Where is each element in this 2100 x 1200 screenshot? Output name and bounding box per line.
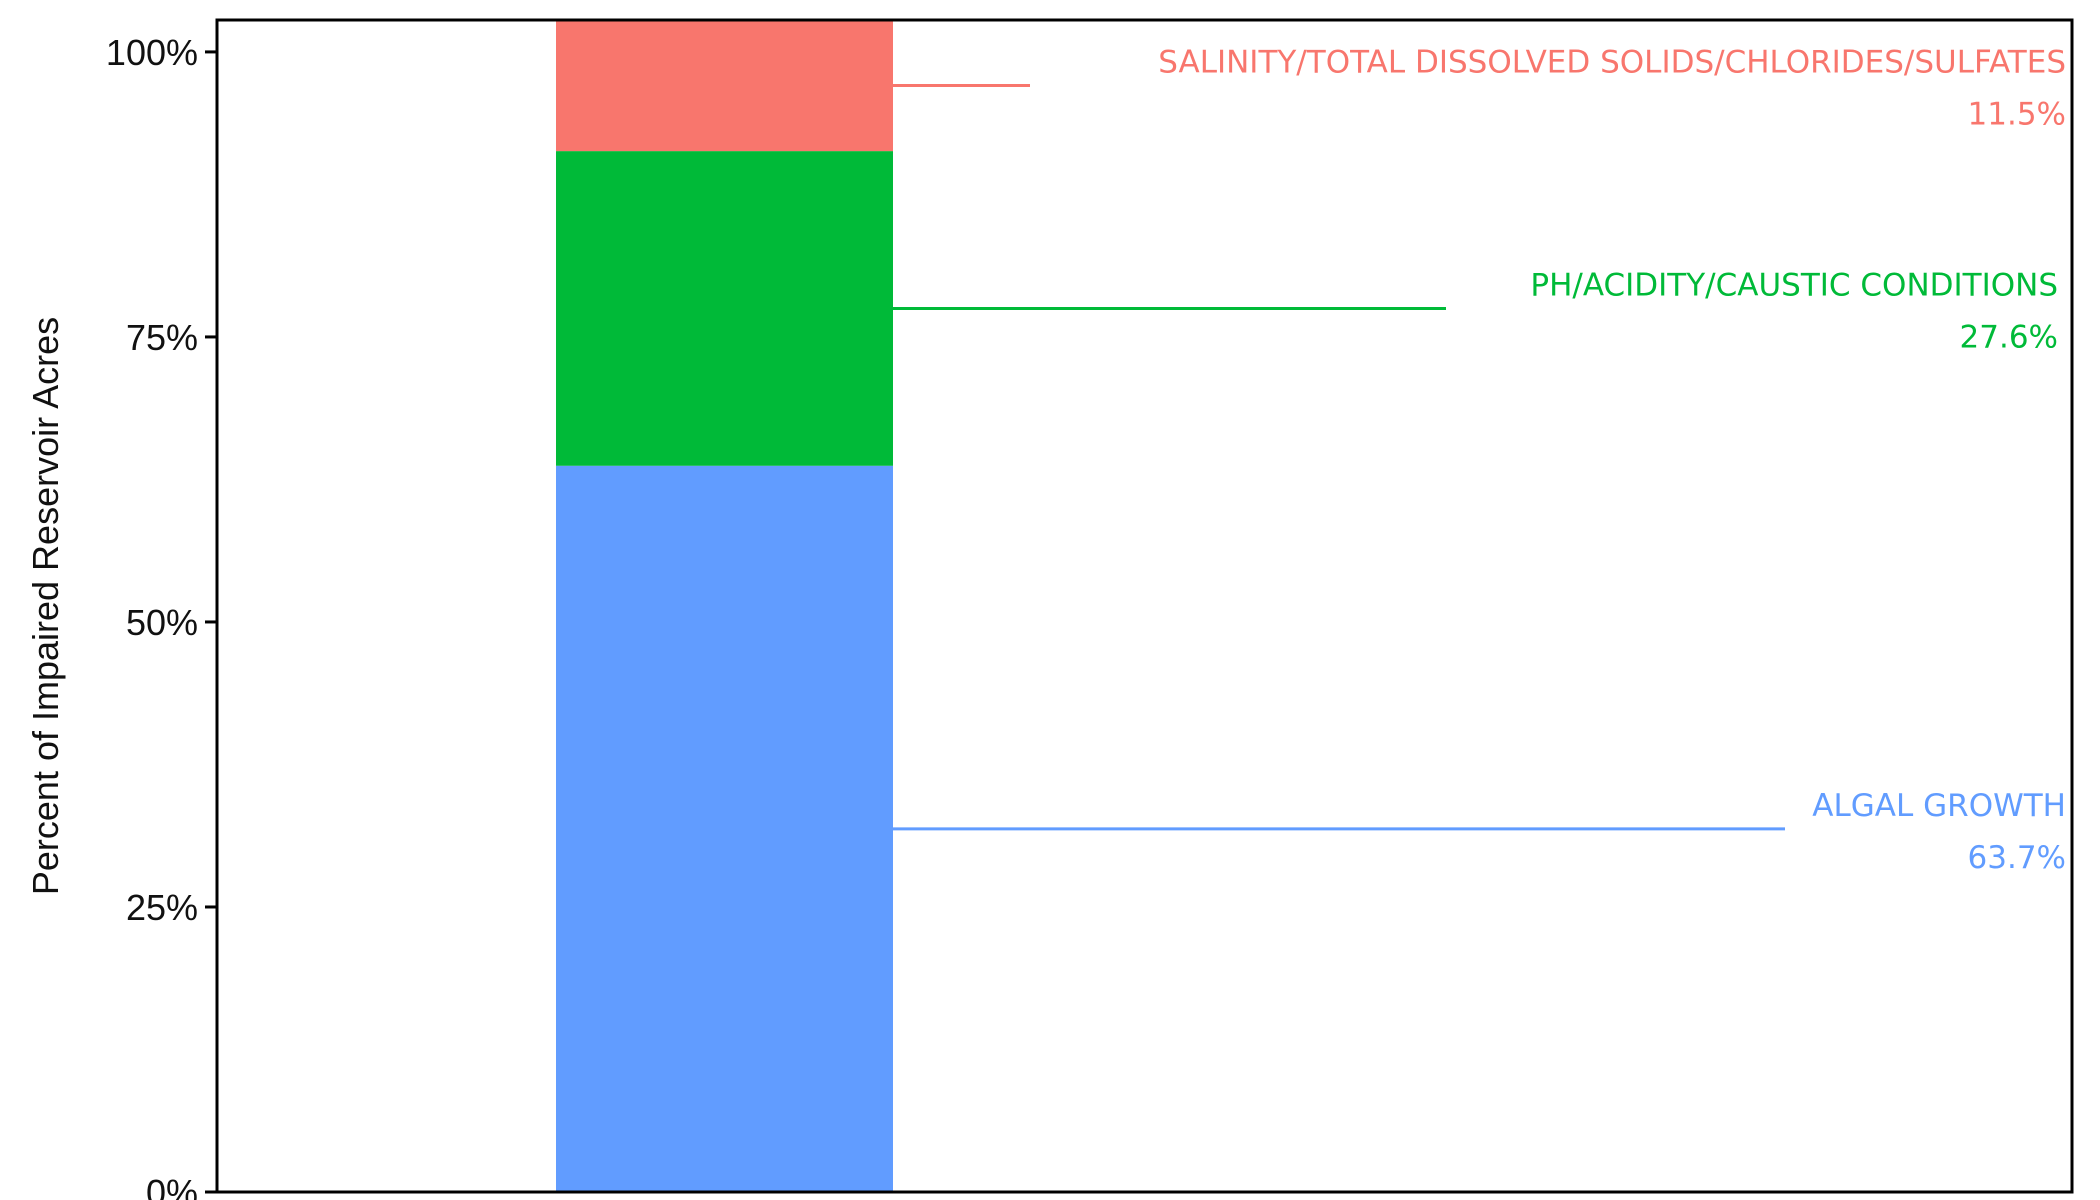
bar-segment-2	[556, 20, 893, 152]
y-tick-label-0: 0%	[146, 1172, 198, 1200]
bars-layer	[556, 20, 893, 1193]
segment-name-label-2: SALINITY/TOTAL DISSOLVED SOLIDS/CHLORIDE…	[1158, 45, 2066, 81]
y-tick-label-3: 75%	[126, 317, 198, 358]
y-tick-label-2: 50%	[126, 602, 198, 643]
y-tick-label-1: 25%	[126, 887, 198, 928]
segment-value-label-1: 27.6%	[1960, 319, 2058, 355]
leader-lines-layer	[893, 84, 1785, 831]
segment-value-label-0: 63.7%	[1968, 840, 2066, 876]
y-axis: 0% 25% 50% 75% 100%	[106, 32, 217, 1200]
annotation-labels: ALGAL GROWTH 63.7% PH/ACIDITY/CAUSTIC COND…	[1158, 45, 2066, 876]
y-tick-label-4: 100%	[106, 32, 198, 73]
segment-name-label-1: PH/ACIDITY/CAUSTIC CONDITIONS	[1530, 267, 2058, 303]
y-axis-title: Percent of Impaired Reservoir Acres	[25, 317, 66, 895]
segment-value-label-2: 11.5%	[1968, 97, 2066, 133]
bar-segment-0	[556, 465, 893, 1193]
bar-segment-1	[556, 151, 893, 466]
plot-frame	[215, 18, 2074, 1194]
segment-name-label-0: ALGAL GROWTH	[1812, 788, 2066, 824]
